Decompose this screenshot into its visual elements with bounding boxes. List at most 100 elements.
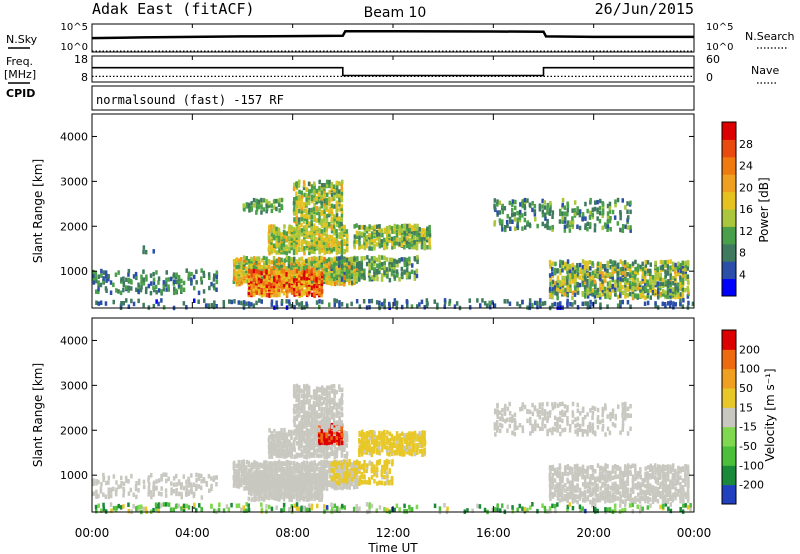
power-cell [305, 301, 308, 306]
velocity-cell [109, 487, 113, 492]
power-cell [370, 262, 374, 267]
power-cell [368, 258, 371, 264]
power-cell [325, 197, 328, 203]
power-cell [242, 255, 246, 260]
cpid-row: normalsound (fast) -157 RF [91, 85, 695, 111]
power-cell [333, 302, 337, 308]
power-cell [629, 304, 632, 309]
power-cell [275, 198, 278, 204]
power-cell [573, 283, 577, 289]
power-cell [275, 231, 278, 236]
velocity-cell [499, 508, 502, 513]
power-cell [533, 204, 537, 209]
power-cell [338, 193, 341, 198]
velocity-cell [150, 473, 153, 478]
power-cell [531, 201, 534, 206]
power-cell [488, 300, 491, 306]
power-cell [313, 236, 317, 242]
power-cell [248, 258, 251, 264]
velocity-cell [348, 468, 351, 473]
power-cell [559, 208, 562, 214]
power-cell [513, 212, 517, 217]
power-cell [418, 237, 422, 242]
station-title: Adak East (fitACF) [92, 0, 255, 18]
velocity-cell [282, 507, 286, 512]
power-cell [298, 291, 301, 296]
power-cell [609, 215, 612, 221]
power-cell [506, 223, 509, 229]
velocity-cell [270, 441, 273, 446]
power-cell [586, 273, 590, 279]
power-cell [154, 284, 158, 290]
power-cell [338, 256, 341, 261]
power-cell [423, 232, 426, 238]
velocity-cell [190, 488, 193, 494]
velocity-cell [285, 463, 289, 468]
power-cell [566, 287, 569, 292]
power-cell [335, 244, 339, 250]
power-cell [629, 280, 632, 286]
velocity-cell [245, 479, 248, 484]
power-cell [686, 305, 690, 310]
power-cell [293, 256, 296, 262]
velocity-cell [292, 439, 296, 445]
power-cell [506, 214, 510, 219]
power-cell [280, 299, 284, 304]
power-cell [576, 289, 580, 295]
velocity-cell [357, 448, 361, 453]
power-cell [330, 247, 334, 253]
power-cell [393, 240, 397, 246]
power-cell [325, 237, 329, 242]
power-cell [584, 293, 587, 298]
power-cell [508, 219, 512, 224]
power-cell [265, 256, 268, 261]
power-cell [253, 260, 256, 265]
power-cell [378, 234, 381, 240]
power-cell [323, 250, 326, 256]
power-cell [273, 264, 276, 269]
velocity-cell [315, 431, 319, 436]
power-cell [330, 281, 333, 286]
power-cell [636, 266, 640, 271]
velocity-cell [255, 475, 258, 480]
power-cell [524, 225, 527, 230]
power-cell [395, 228, 399, 233]
power-cell [541, 204, 544, 209]
velocity-cell [554, 508, 557, 514]
velocity-cell [235, 463, 239, 469]
power-cell [270, 235, 273, 240]
power-cell [406, 223, 409, 229]
power-cell [526, 198, 529, 203]
power-cell [320, 239, 324, 244]
velocity-cell [330, 484, 334, 489]
power-cell [548, 225, 552, 231]
power-cell [255, 269, 258, 274]
power-cell [257, 279, 261, 285]
power-cell [338, 226, 342, 231]
power-cell [335, 274, 338, 280]
power-cell [340, 254, 344, 260]
velocity-cell [142, 506, 145, 511]
power-cell [639, 284, 642, 290]
power-cell [295, 195, 298, 201]
power-cell [681, 277, 685, 282]
power-cell [603, 291, 607, 296]
power-cell [677, 282, 680, 287]
power-cell [300, 206, 304, 211]
power-cell [601, 292, 605, 297]
power-cell [561, 289, 565, 294]
velocity-cell [318, 438, 321, 444]
velocity-cell [302, 485, 306, 490]
power-cell [308, 264, 311, 270]
power-cell [594, 269, 597, 274]
power-cell [559, 211, 562, 217]
power-cell [606, 281, 610, 286]
power-cell [240, 300, 243, 306]
power-cell [393, 265, 396, 271]
power-cell [403, 230, 406, 235]
power-cell [318, 233, 321, 238]
velocity-cell [370, 452, 374, 458]
power-cell [275, 277, 278, 282]
velocity-cell [579, 508, 582, 513]
velocity-cell [325, 431, 328, 436]
